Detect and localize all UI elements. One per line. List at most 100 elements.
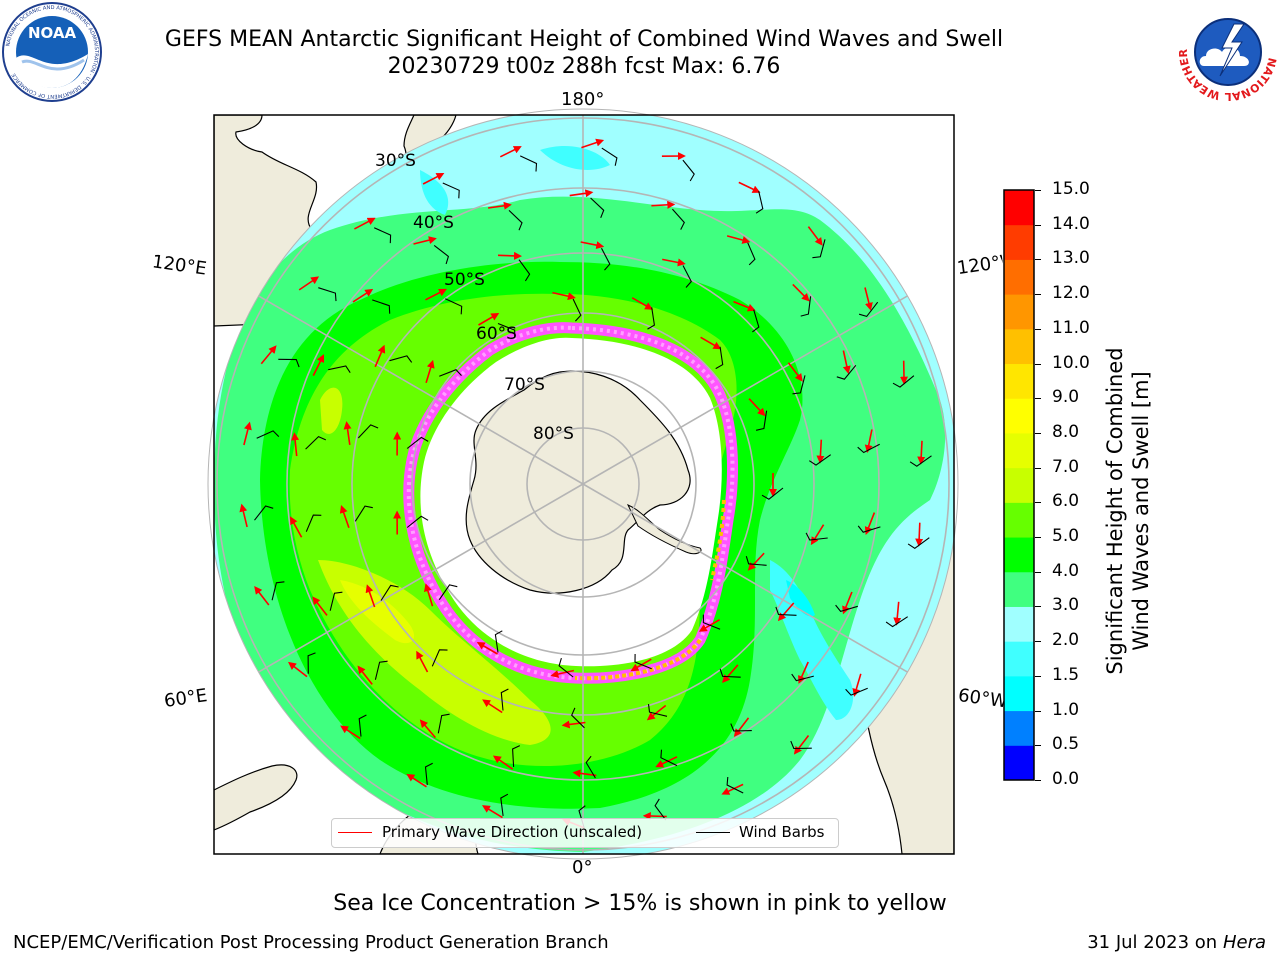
wave-arrow bbox=[260, 345, 277, 365]
wave-arrow bbox=[481, 805, 503, 819]
wind-barb bbox=[836, 364, 857, 380]
wind-barb bbox=[909, 455, 932, 467]
wind-barb bbox=[500, 793, 509, 816]
lat-label-80s: 80°S bbox=[533, 424, 574, 444]
wave-arrow bbox=[651, 200, 676, 209]
wave-arrow bbox=[646, 704, 667, 721]
nws-logo: NATIONAL WEATHER SERVICE bbox=[1178, 2, 1278, 102]
wind-barb bbox=[354, 505, 373, 522]
colorbar-tick-mark bbox=[1035, 606, 1041, 608]
wind-barb bbox=[374, 660, 388, 680]
colorbar-label-line1: Significant Height of Combined bbox=[1103, 347, 1127, 675]
colorbar-tick-mark bbox=[1035, 432, 1041, 434]
colorbar-band bbox=[1004, 398, 1034, 434]
wave-arrow bbox=[352, 288, 374, 303]
wind-barb bbox=[601, 247, 611, 271]
wind-barb bbox=[755, 190, 764, 214]
wave-arrow bbox=[406, 773, 427, 788]
wind-barb bbox=[792, 375, 806, 395]
wind-barb bbox=[278, 358, 300, 368]
wind-barb bbox=[647, 704, 668, 717]
wave-arrow bbox=[291, 432, 300, 457]
wave-arrow bbox=[561, 720, 586, 729]
map-title: GEFS MEAN Antarctic Significant Height o… bbox=[164, 27, 1004, 52]
colorbar-tick-label: 10.0 bbox=[1052, 352, 1090, 373]
wind-barb bbox=[858, 301, 879, 318]
wave-arrow bbox=[476, 641, 498, 655]
wind-barb bbox=[433, 244, 450, 265]
wind-barb bbox=[445, 298, 463, 315]
wind-barb bbox=[558, 657, 574, 678]
wind-barb bbox=[730, 723, 752, 732]
wave-arrow bbox=[312, 354, 325, 376]
wave-arrow bbox=[478, 312, 500, 326]
wind-barb bbox=[835, 604, 858, 613]
colorbar-tick-mark bbox=[1035, 294, 1041, 296]
colorbar-tick-label: 8.0 bbox=[1052, 421, 1080, 442]
wave-arrow bbox=[487, 201, 512, 210]
wave-arrow bbox=[807, 226, 823, 246]
wind-barb bbox=[715, 346, 724, 370]
colorbar-tick-mark bbox=[1035, 224, 1041, 226]
wave-arrow bbox=[422, 172, 445, 185]
wave-arrow bbox=[581, 138, 605, 149]
wind-barb bbox=[800, 296, 812, 317]
colorbar-tick-mark bbox=[1035, 571, 1041, 573]
lat-label-60s: 60°S bbox=[476, 324, 517, 344]
wind-barb bbox=[372, 299, 391, 314]
colorbar-tick-label: 12.0 bbox=[1052, 283, 1090, 304]
wind-barbs-legend-label: Wind Barbs bbox=[739, 823, 825, 841]
wave-arrow bbox=[572, 769, 597, 778]
colorbar-tick-label: 2.0 bbox=[1052, 630, 1080, 651]
wind-barb bbox=[500, 688, 509, 711]
wind-barb bbox=[572, 298, 582, 322]
wind-barb bbox=[518, 259, 531, 282]
wind-barb bbox=[406, 515, 429, 528]
wave-arrow bbox=[917, 440, 926, 465]
colorbar-band bbox=[1004, 710, 1034, 746]
wind-barb bbox=[719, 668, 741, 678]
wind-barb bbox=[752, 309, 760, 333]
wave-arrow bbox=[810, 524, 825, 546]
colorbar bbox=[1003, 189, 1035, 781]
map-subtitle-run-info: 20230729 t00z 288h fcst Max: 6.76 bbox=[387, 54, 781, 79]
graticule bbox=[214, 115, 954, 854]
wind-barb bbox=[634, 653, 652, 670]
wind-barb bbox=[519, 155, 538, 172]
colorbar-tick-label: 5.0 bbox=[1052, 526, 1080, 547]
colorbar-tick-label: 6.0 bbox=[1052, 491, 1080, 512]
colorbar-label-line2: Wind Waves and Swell [m] bbox=[1129, 371, 1153, 651]
wind-barbs bbox=[254, 147, 932, 829]
wind-barb bbox=[671, 208, 685, 230]
colorbar-band bbox=[1004, 467, 1034, 503]
wave-arrow bbox=[893, 601, 902, 626]
wind-barb bbox=[357, 424, 379, 439]
wind-barb bbox=[431, 649, 448, 667]
colorbar-tick-mark bbox=[1035, 502, 1041, 504]
wave-arrow bbox=[254, 586, 270, 606]
colorbar-tick-label: 9.0 bbox=[1052, 387, 1080, 408]
wind-barb bbox=[790, 740, 812, 750]
colorbar-tick-label: 0.5 bbox=[1052, 734, 1080, 755]
antarctica-landmass bbox=[465, 370, 691, 594]
wave-arrow bbox=[482, 699, 503, 714]
wave-arrow bbox=[243, 421, 252, 446]
lon-label-0: 0° bbox=[572, 857, 593, 878]
wind-barb bbox=[585, 755, 596, 779]
colorbar-band bbox=[1004, 328, 1034, 365]
wave-arrow bbox=[777, 602, 795, 622]
wave-arrow bbox=[365, 584, 376, 608]
wind-barb bbox=[305, 435, 327, 450]
wind-barb bbox=[307, 652, 316, 674]
wind-barb bbox=[494, 630, 503, 653]
wind-barb bbox=[318, 287, 337, 302]
noaa-logo: NOAA NATIONAL OCEANIC AND ATMOSPHERIC AD… bbox=[2, 2, 102, 102]
wave-arrow bbox=[492, 755, 514, 770]
wind-barb bbox=[601, 147, 618, 166]
wave-arrow bbox=[354, 217, 376, 230]
colorbar-tick-mark bbox=[1035, 398, 1041, 400]
wave-arrow bbox=[787, 362, 803, 382]
wave-arrow bbox=[239, 503, 248, 528]
colorbar-band bbox=[1004, 641, 1034, 677]
